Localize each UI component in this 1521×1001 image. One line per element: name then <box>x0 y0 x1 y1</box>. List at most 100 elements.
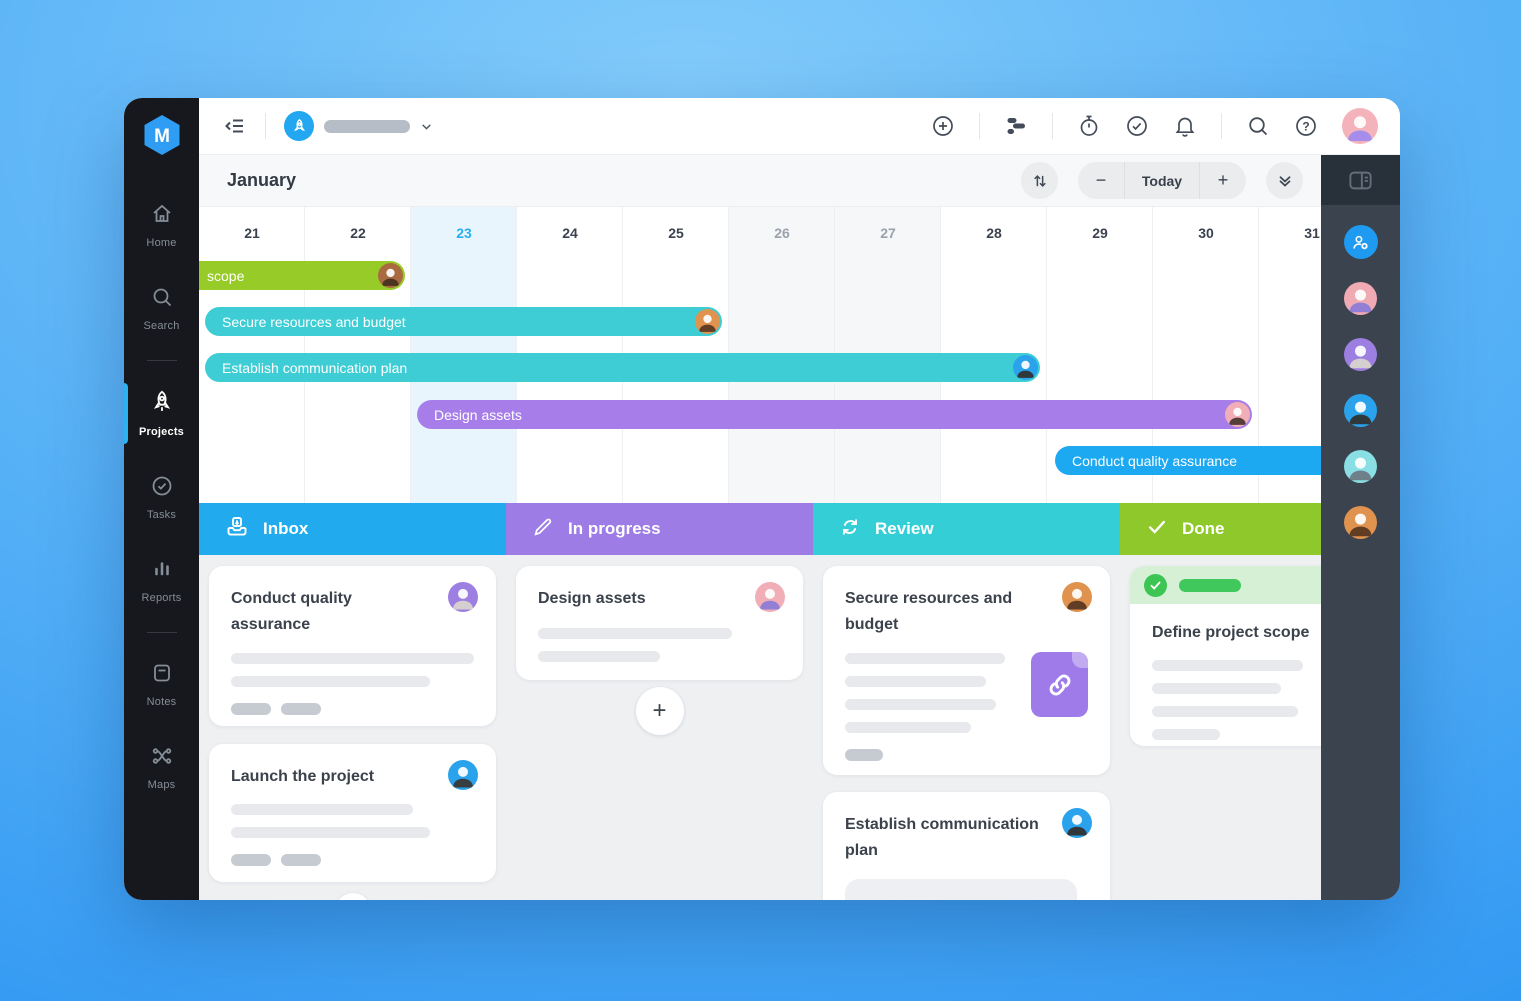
completed-banner <box>1130 566 1321 604</box>
day-column[interactable] <box>1047 207 1153 503</box>
member-avatar[interactable] <box>1344 450 1377 483</box>
card-establish-communication-plan[interactable]: Establish communication plan <box>823 792 1110 900</box>
logo-letter: M <box>154 126 170 147</box>
gantt-timeline: 21 22 23 24 25 26 27 28 29 30 31 scope S… <box>199 207 1321 503</box>
card-secure-resources[interactable]: Secure resources and budget <box>823 566 1110 775</box>
sidebar-item-reports[interactable]: Reports <box>124 547 199 614</box>
today-button[interactable]: Today <box>1124 162 1200 199</box>
sidebar-item-tasks[interactable]: Tasks <box>124 464 199 531</box>
tag-placeholders <box>231 853 474 866</box>
card-title: Launch the project <box>231 768 375 785</box>
gantt-bar-define-scope[interactable]: scope <box>199 261 405 290</box>
assignee-avatar <box>1225 402 1250 427</box>
panel-toggle-button[interactable] <box>1321 155 1400 205</box>
gantt-bar-communication-plan[interactable]: Establish communication plan <box>205 353 1040 382</box>
text-placeholder <box>538 650 660 662</box>
topbar-divider <box>979 113 980 139</box>
column-in-progress: Design assets + <box>506 555 813 900</box>
collapse-menu-icon[interactable] <box>223 114 247 138</box>
gantt-bar-secure-resources[interactable]: Secure resources and budget <box>205 307 722 336</box>
content-placeholder <box>845 879 1077 900</box>
add-card-button[interactable]: + <box>334 893 371 900</box>
column-header-in-progress[interactable]: In progress <box>506 503 813 555</box>
tag-placeholders <box>231 703 474 716</box>
assignee-avatar <box>448 760 478 790</box>
chevron-down-icon <box>422 123 431 130</box>
assignee-avatar <box>695 309 720 334</box>
tag-placeholders <box>845 749 1088 762</box>
card-launch-the-project[interactable]: Launch the project <box>209 744 496 882</box>
check-icon <box>1146 516 1168 543</box>
column-done: Define project scope + <box>1120 555 1321 900</box>
day-column[interactable] <box>1153 207 1259 503</box>
completed-check-icon <box>1144 573 1167 597</box>
add-person-icon <box>1353 235 1368 249</box>
add-member-button[interactable] <box>1343 225 1378 259</box>
zoom-out-button[interactable]: − <box>1095 170 1107 190</box>
search-icon <box>150 285 174 314</box>
column-header-label: In progress <box>568 519 661 538</box>
gantt-bar-label: Conduct quality assurance <box>1072 452 1237 469</box>
sidebar-item-search[interactable]: Search <box>124 275 199 342</box>
day-column[interactable] <box>941 207 1047 503</box>
column-header-inbox[interactable]: Inbox <box>199 503 506 555</box>
text-placeholder <box>1152 682 1281 694</box>
sidebar-item-label: Reports <box>141 592 182 604</box>
member-avatar[interactable] <box>1344 338 1377 371</box>
day-label: 22 <box>350 225 366 241</box>
zoom-in-button[interactable]: + <box>1217 170 1229 190</box>
day-label-weekend: 26 <box>774 225 790 241</box>
assignee-avatar <box>1062 808 1092 838</box>
project-selector[interactable] <box>284 111 433 141</box>
gantt-view-icon[interactable] <box>1004 114 1028 138</box>
home-icon <box>150 202 174 231</box>
add-card-button[interactable]: + <box>635 687 684 735</box>
sidebar-item-projects[interactable]: Projects <box>124 379 199 448</box>
help-icon[interactable]: ? <box>1294 114 1318 138</box>
sort-button[interactable] <box>1021 162 1058 199</box>
text-placeholder <box>231 653 474 665</box>
app-logo[interactable]: M <box>139 112 185 158</box>
timeline-controls: − Today + <box>1021 162 1321 199</box>
member-avatar[interactable] <box>1344 282 1377 315</box>
card-conduct-quality-assurance[interactable]: Conduct quality assurance <box>209 566 496 726</box>
collapse-rows-button[interactable] <box>1266 162 1303 199</box>
column-header-done[interactable]: Done <box>1120 503 1321 555</box>
add-icon[interactable] <box>931 114 955 138</box>
text-placeholder <box>845 722 972 734</box>
notifications-icon[interactable] <box>1173 114 1197 138</box>
timer-icon[interactable] <box>1077 114 1101 138</box>
column-header-review[interactable]: Review <box>813 503 1120 555</box>
text-placeholder <box>845 676 986 688</box>
gantt-bar-design-assets[interactable]: Design assets <box>417 400 1252 429</box>
sidebar-item-label: Search <box>143 320 180 332</box>
member-avatar[interactable] <box>1344 394 1377 427</box>
assignee-avatar <box>1013 355 1038 380</box>
text-placeholder <box>231 676 431 688</box>
app-window: M Home Search Projects Tasks <box>124 98 1400 900</box>
status-pill-placeholder <box>1179 578 1241 592</box>
day-label: 29 <box>1092 225 1108 241</box>
sidebar-item-home[interactable]: Home <box>124 192 199 259</box>
sidebar-divider <box>146 632 177 633</box>
column-header-label: Review <box>875 519 934 538</box>
column-inbox: Conduct quality assurance Launch the pro… <box>199 555 506 900</box>
route-icon <box>150 744 174 773</box>
day-label: 30 <box>1198 225 1214 241</box>
member-avatar[interactable] <box>1344 506 1377 539</box>
sidebar-item-maps[interactable]: Maps <box>124 734 199 801</box>
topbar-divider <box>265 113 266 139</box>
link-file-attachment[interactable] <box>1031 652 1088 717</box>
user-avatar[interactable] <box>1342 108 1378 144</box>
gantt-bar-quality-assurance[interactable]: Conduct quality assurance <box>1055 446 1321 475</box>
assignee-avatar <box>448 582 478 612</box>
card-design-assets[interactable]: Design assets <box>516 566 803 680</box>
link-icon <box>1049 674 1070 695</box>
check-circle-icon[interactable] <box>1125 114 1149 138</box>
text-placeholder <box>845 653 1006 665</box>
text-placeholder <box>231 826 431 838</box>
sidebar-item-notes[interactable]: Notes <box>124 651 199 718</box>
date-navigator: − Today + <box>1078 162 1246 199</box>
card-define-project-scope[interactable]: Define project scope <box>1130 566 1321 746</box>
search-icon[interactable] <box>1246 114 1270 138</box>
